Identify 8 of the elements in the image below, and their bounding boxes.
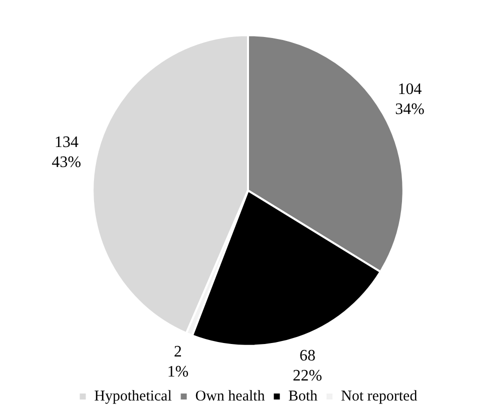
legend-label: Both bbox=[288, 388, 318, 404]
data-label: 2 1% bbox=[167, 343, 189, 380]
data-label: 104 34% bbox=[395, 81, 424, 118]
legend-label: Own health bbox=[195, 388, 266, 404]
data-label: 134 43% bbox=[52, 134, 82, 172]
legend-label: Hypothetical bbox=[94, 388, 172, 404]
data-label: 68 22% bbox=[292, 347, 322, 384]
legend-label: Not reported bbox=[340, 388, 418, 404]
